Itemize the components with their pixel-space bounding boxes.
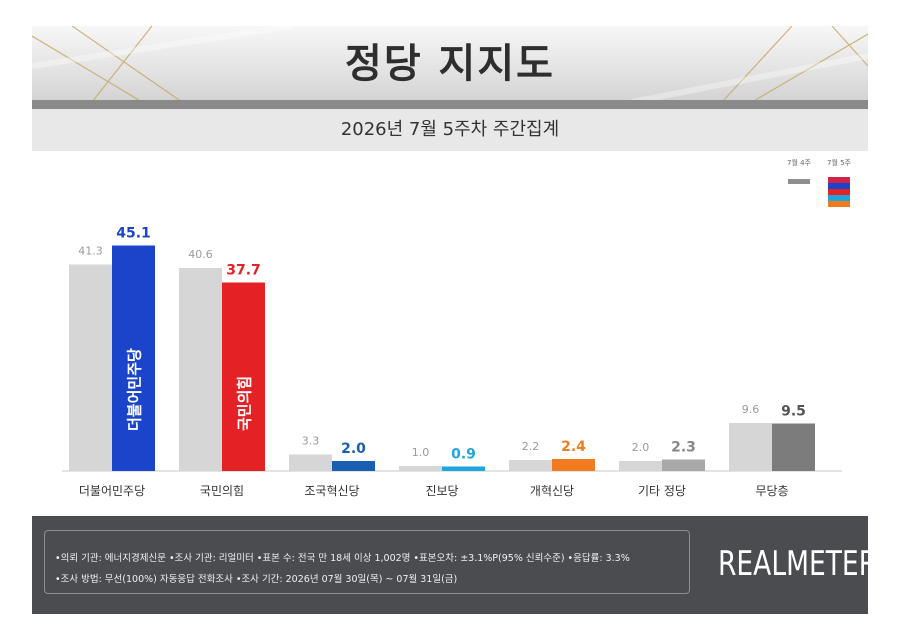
infographic: 정당 지지도 2026년 7월 5주차 주간집계 41.3 45.1 더불어민주당 더… — [32, 26, 877, 614]
chart-subtitle: 2026년 7월 5주차 주간집계 — [32, 109, 868, 151]
data-label-prev-2: 3.3 — [302, 435, 320, 448]
data-label-prev-0: 41.3 — [78, 245, 103, 258]
legend-label-prev: 7월 4주 — [787, 158, 812, 167]
category-label-4: 개혁신당 — [530, 484, 574, 498]
bar-prev-2 — [289, 454, 332, 471]
bar-logo-1: 국민의힘 — [236, 376, 254, 431]
data-label-prev-5: 2.0 — [632, 441, 650, 454]
legend-swatch-curr-4 — [828, 201, 850, 207]
bar-prev-1 — [179, 268, 222, 471]
data-label-curr-0: 45.1 — [116, 226, 151, 242]
footer: •의뢰 기관: 에너지경제신문 •조사 기관: 리얼미터 •표본 수: 전국 만… — [32, 516, 877, 614]
bar-curr-6 — [772, 423, 815, 471]
category-label-2: 조국혁신당 — [304, 484, 359, 498]
data-label-curr-5: 2.3 — [671, 440, 696, 456]
category-label-0: 더불어민주당 — [79, 484, 145, 498]
bar-logo-0: 더불어민주당 — [126, 348, 144, 431]
bar-prev-0 — [69, 264, 112, 471]
bar-prev-5 — [619, 461, 662, 471]
data-label-curr-2: 2.0 — [341, 441, 366, 457]
legend-swatch-curr-1 — [828, 183, 850, 189]
data-label-curr-4: 2.4 — [561, 439, 586, 455]
category-label-5: 기타 정당 — [638, 484, 686, 498]
survey-note-line-2: •조사 방법: 무선(100%) 자동응답 전화조사 •조사 기간: 2026년… — [55, 574, 458, 585]
chart-title: 정당 지지도 — [345, 41, 555, 87]
bar-curr-0 — [112, 245, 155, 471]
brand-logo: REALMETER — [718, 544, 878, 584]
bar-prev-3 — [399, 466, 442, 471]
data-label-prev-4: 2.2 — [522, 440, 540, 453]
title-rule — [32, 100, 868, 109]
bar-curr-4 — [552, 459, 595, 471]
bar-curr-3 — [442, 466, 485, 471]
title-band: 정당 지지도 — [32, 26, 868, 102]
data-label-prev-6: 9.6 — [742, 403, 760, 416]
data-label-curr-1: 37.7 — [226, 263, 261, 279]
data-label-curr-3: 0.9 — [451, 447, 476, 463]
legend-label-curr: 7월 5주 — [827, 158, 852, 167]
category-label-6: 무당층 — [755, 484, 788, 498]
bar-curr-1 — [222, 282, 265, 471]
survey-note-line-1: •의뢰 기관: 에너지경제신문 •조사 기관: 리얼미터 •표본 수: 전국 만… — [55, 553, 630, 564]
data-label-prev-3: 1.0 — [412, 446, 430, 459]
legend-swatch-prev — [788, 179, 810, 184]
category-label-1: 국민의힘 — [200, 484, 244, 498]
bar-curr-5 — [662, 459, 705, 471]
bar-prev-4 — [509, 460, 552, 471]
data-label-prev-1: 40.6 — [188, 248, 213, 261]
decorative-gold-lines — [32, 26, 868, 102]
bar-curr-2 — [332, 461, 375, 471]
legend-swatch-curr-2 — [828, 189, 850, 195]
bar-prev-6 — [729, 423, 772, 471]
legend-swatch-curr-3 — [828, 195, 850, 201]
data-label-curr-6: 9.5 — [781, 404, 806, 420]
survey-note-box: •의뢰 기관: 에너지경제신문 •조사 기관: 리얼미터 •표본 수: 전국 만… — [44, 530, 690, 594]
category-label-3: 진보당 — [425, 484, 458, 498]
legend-swatch-curr-0 — [828, 177, 850, 183]
